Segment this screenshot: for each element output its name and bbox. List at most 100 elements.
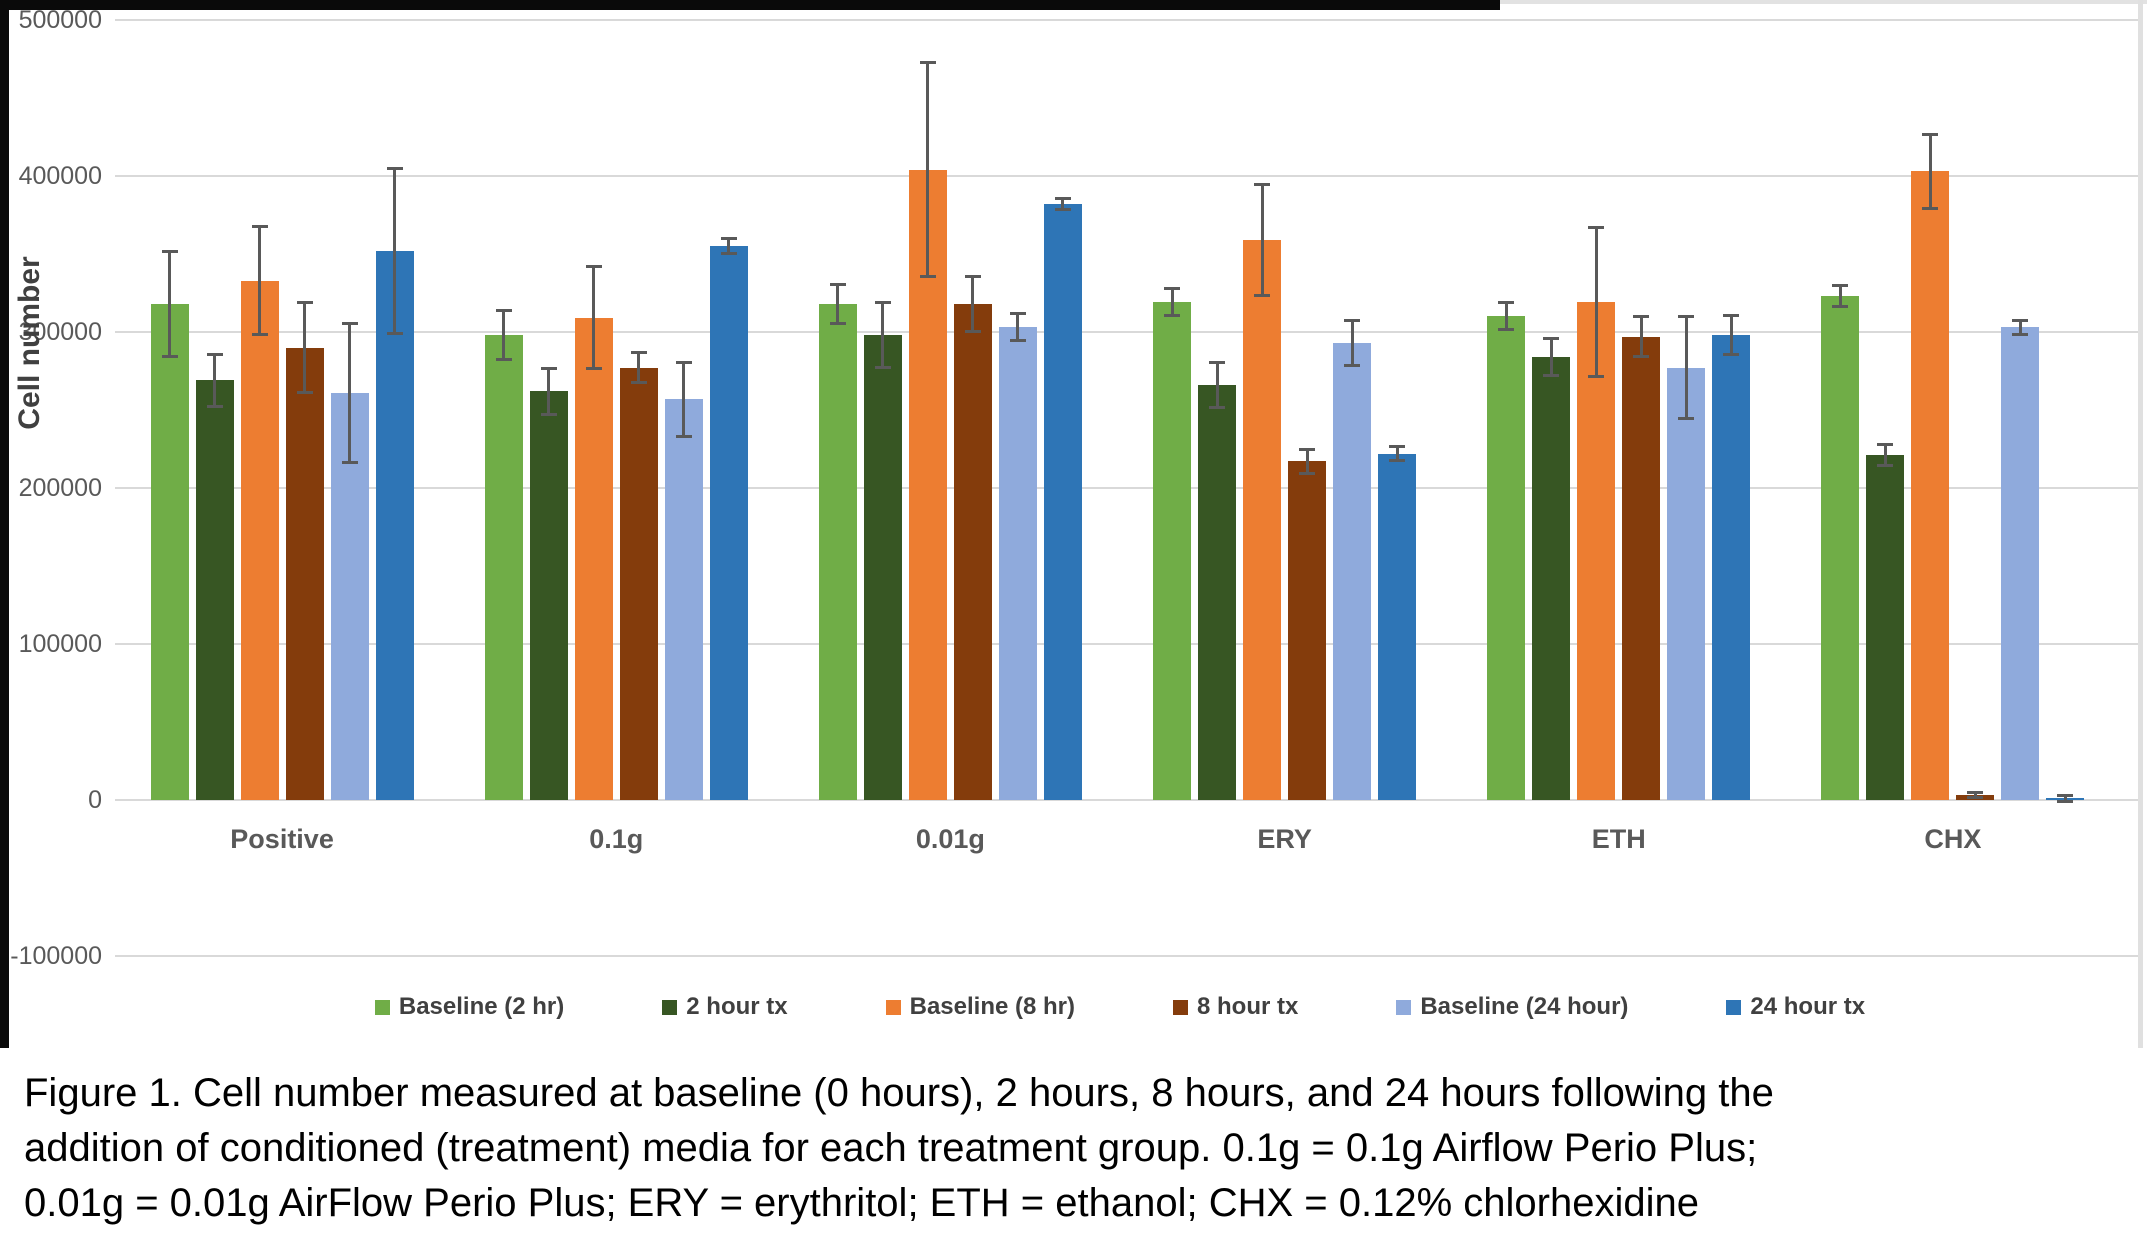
error-bar-Positive-Baseline (24 hour): [348, 322, 352, 464]
error-cap-bottom-0.1g-Baseline (24 hour): [675, 434, 692, 438]
error-bar-0.01g-24 hour tx: [1061, 197, 1065, 211]
legend-item-Baseline (24 hour): Baseline (24 hour): [1396, 993, 1628, 1021]
error-cap-bottom-ETH-Baseline (24 hour): [1678, 417, 1695, 421]
error-cap-bottom-CHX-Baseline (8 hr): [1922, 206, 1939, 210]
error-cap-bottom-ETH-Baseline (8 hr): [1588, 375, 1605, 379]
category-label-ETH: ETH: [1591, 824, 1646, 854]
error-bar-ERY-8 hour tx: [1305, 449, 1309, 474]
bar-ETH-Baseline (2 hr): [1487, 316, 1526, 800]
bar-0.1g-24 hour tx: [709, 246, 748, 800]
legend-label-Baseline (24 hour): Baseline (24 hour): [1420, 993, 1629, 1020]
error-bar-ETH-Baseline (8 hr): [1594, 227, 1598, 378]
frame-border-left: [0, 0, 9, 1048]
legend: Baseline (2 hr) 2 hour tx Baseline (8 hr) 8…: [115, 993, 2125, 1021]
gridline-100000: [115, 643, 2138, 645]
error-cap-top-0.01g-Baseline (8 hr): [919, 61, 936, 65]
error-bar-0.01g-Baseline (24 hour): [1016, 313, 1020, 342]
error-cap-bottom-ERY-Baseline (24 hour): [1344, 364, 1361, 368]
figure-caption-line: addition of conditioned (treatment) medi…: [24, 1126, 1758, 1170]
gridline-400000: [115, 175, 2138, 177]
legend-swatch-Baseline (2 hr): [374, 999, 390, 1015]
error-cap-top-0.1g-Baseline (2 hr): [495, 309, 512, 313]
gridline-500000: [115, 19, 2138, 21]
error-cap-bottom-0.01g-24 hour tx: [1054, 208, 1071, 212]
error-cap-bottom-ERY-2 hour tx: [1209, 406, 1226, 410]
category-label-0.1g: 0.1g: [589, 824, 644, 854]
bar-ERY-Baseline (2 hr): [1153, 302, 1192, 800]
legend-label-2 hour tx: 2 hour tx: [686, 993, 788, 1020]
error-cap-top-Positive-24 hour tx: [386, 167, 403, 171]
error-bar-CHX-8 hour tx: [1973, 792, 1977, 799]
error-bar-ERY-2 hour tx: [1215, 361, 1219, 409]
figure-caption-line: Figure 1. Cell number measured at baseli…: [24, 1071, 1774, 1115]
frame-border-top-light: [1500, 0, 2147, 4]
error-cap-top-0.01g-Baseline (24 hour): [1009, 312, 1026, 316]
error-bar-CHX-Baseline (8 hr): [1928, 133, 1932, 209]
error-cap-top-0.01g-2 hour tx: [874, 301, 891, 305]
error-cap-top-ERY-Baseline (8 hr): [1254, 182, 1271, 186]
error-cap-top-0.1g-Baseline (24 hour): [675, 360, 692, 364]
error-bar-ERY-Baseline (2 hr): [1170, 288, 1174, 317]
error-cap-top-Positive-Baseline (2 hr): [161, 249, 178, 253]
error-bar-ERY-Baseline (24 hour): [1350, 319, 1354, 367]
error-cap-top-CHX-Baseline (24 hour): [2012, 318, 2029, 322]
error-cap-bottom-0.01g-2 hour tx: [874, 365, 891, 369]
error-cap-bottom-ERY-24 hour tx: [1389, 459, 1406, 463]
error-cap-top-ETH-2 hour tx: [1543, 337, 1560, 341]
bar-Positive-Baseline (8 hr): [240, 280, 279, 800]
bar-0.1g-8 hour tx: [619, 367, 658, 800]
y-tick-label-400000: 400000: [18, 162, 102, 190]
bar-ETH-24 hour tx: [1712, 335, 1751, 800]
error-bar-0.01g-8 hour tx: [971, 275, 975, 332]
error-cap-top-0.1g-24 hour tx: [720, 237, 737, 241]
error-bar-0.1g-2 hour tx: [547, 367, 551, 415]
bar-ETH-Baseline (8 hr): [1577, 302, 1616, 800]
error-cap-bottom-Positive-Baseline (8 hr): [251, 333, 268, 337]
error-cap-top-ETH-8 hour tx: [1633, 315, 1650, 319]
y-tick-label-200000: 200000: [18, 474, 102, 502]
bar-0.01g-Baseline (24 hour): [998, 327, 1037, 800]
bar-CHX-Baseline (2 hr): [1821, 296, 1860, 800]
legend-swatch-2 hour tx: [662, 999, 678, 1015]
error-cap-top-0.01g-24 hour tx: [1054, 196, 1071, 200]
error-cap-top-ETH-Baseline (8 hr): [1588, 226, 1605, 230]
bar-0.1g-Baseline (24 hour): [664, 399, 703, 800]
error-cap-bottom-ETH-24 hour tx: [1723, 353, 1740, 357]
chart-frame: 500000 400000 300000 200000 100000 0 -100000 Po…: [0, 0, 2147, 1050]
error-cap-top-ETH-Baseline (2 hr): [1498, 301, 1515, 305]
error-cap-bottom-ETH-Baseline (2 hr): [1498, 328, 1515, 332]
error-bar-Positive-Baseline (2 hr): [168, 250, 172, 357]
error-cap-bottom-Positive-Baseline (2 hr): [161, 354, 178, 358]
error-cap-top-CHX-2 hour tx: [1877, 443, 1894, 447]
bar-CHX-Baseline (24 hour): [2001, 327, 2040, 800]
error-bar-0.1g-8 hour tx: [637, 352, 641, 384]
error-cap-bottom-0.1g-Baseline (2 hr): [495, 358, 512, 362]
error-cap-bottom-Positive-2 hour tx: [206, 404, 223, 408]
error-bar-CHX-24 hour tx: [2063, 795, 2067, 802]
error-cap-top-0.1g-8 hour tx: [630, 351, 647, 355]
y-axis-title-wrap: Cell number: [9, 225, 51, 461]
error-cap-top-CHX-24 hour tx: [2057, 794, 2074, 798]
error-cap-bottom-0.01g-Baseline (8 hr): [919, 275, 936, 279]
error-bar-0.1g-Baseline (8 hr): [592, 266, 596, 370]
bar-ERY-24 hour tx: [1378, 453, 1417, 800]
error-cap-bottom-ERY-Baseline (8 hr): [1254, 294, 1271, 298]
error-cap-bottom-CHX-Baseline (2 hr): [1832, 305, 1849, 309]
legend-swatch-Baseline (8 hr): [885, 999, 901, 1015]
error-cap-top-ERY-Baseline (24 hour): [1344, 318, 1361, 322]
error-cap-top-CHX-Baseline (8 hr): [1922, 132, 1939, 136]
error-bar-Positive-8 hour tx: [303, 302, 307, 393]
error-cap-bottom-ETH-2 hour tx: [1543, 373, 1560, 377]
gridline--100000: [115, 955, 2138, 957]
bar-0.1g-2 hour tx: [529, 391, 568, 800]
y-tick-label-500000: 500000: [18, 6, 102, 34]
error-cap-bottom-0.1g-Baseline (8 hr): [585, 367, 602, 371]
error-cap-bottom-CHX-24 hour tx: [2057, 799, 2074, 803]
error-cap-top-Positive-Baseline (8 hr): [251, 224, 268, 228]
error-cap-top-Positive-2 hour tx: [206, 352, 223, 356]
error-cap-top-ERY-8 hour tx: [1299, 448, 1316, 451]
error-cap-top-ETH-Baseline (24 hour): [1678, 315, 1695, 319]
error-bar-CHX-Baseline (2 hr): [1838, 285, 1842, 308]
error-cap-bottom-CHX-2 hour tx: [1877, 464, 1894, 468]
error-cap-bottom-0.01g-8 hour tx: [964, 330, 981, 333]
